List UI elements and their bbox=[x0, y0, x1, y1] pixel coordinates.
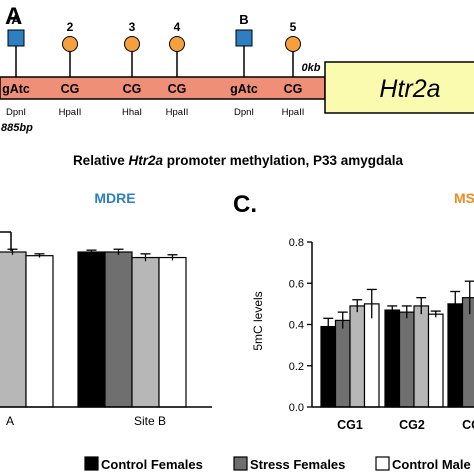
bar bbox=[104, 251, 133, 408]
bar bbox=[447, 303, 464, 408]
legend-label: Stress Females bbox=[250, 457, 345, 472]
msre-y-axis-label: 5mC levels bbox=[251, 291, 265, 350]
site-enzyme: HhaI bbox=[122, 107, 142, 118]
msre-x-tick-label: CG1 bbox=[337, 418, 363, 432]
legend-label: Control Females bbox=[101, 457, 203, 472]
msre-x-tick-label: CG2 bbox=[399, 418, 425, 432]
main-title-gene: Htr2a bbox=[128, 153, 163, 168]
bar bbox=[334, 319, 351, 408]
bar bbox=[320, 325, 337, 408]
bar bbox=[384, 309, 401, 408]
site-circle-marker bbox=[62, 36, 78, 52]
tss-label: 0kb bbox=[302, 62, 321, 74]
gene-label: Htr2a bbox=[379, 75, 440, 103]
site-circle-marker bbox=[169, 36, 185, 52]
site-marker-label: A bbox=[11, 12, 21, 27]
site-marker-label: B bbox=[239, 12, 248, 27]
site-marker-label: 5 bbox=[290, 20, 297, 34]
msre-title: MSRE bbox=[454, 190, 474, 206]
site-enzyme: DpnI bbox=[234, 107, 254, 118]
site-markers: A 2 3 4 B 5 bbox=[7, 12, 301, 77]
bar bbox=[158, 256, 187, 408]
site-sequence: CG bbox=[168, 82, 187, 96]
msre-y-tick-label: 0.6 bbox=[289, 278, 304, 290]
site-circle-marker bbox=[285, 36, 301, 52]
mdre-chart: MDRE A Site B bbox=[0, 190, 212, 428]
bar bbox=[413, 305, 430, 408]
bar bbox=[0, 251, 27, 408]
bar bbox=[131, 256, 160, 408]
bar bbox=[25, 255, 54, 408]
site-enzyme: HpaII bbox=[166, 107, 189, 118]
msre-y-tick-label: 0.0 bbox=[289, 402, 304, 414]
msre-y-axis: 0.0 0.2 0.4 0.6 0.8 bbox=[289, 237, 313, 414]
site-marker-label: 2 bbox=[67, 20, 74, 34]
mdre-x-tick-label: Site B bbox=[134, 414, 166, 428]
bar bbox=[349, 305, 366, 408]
mdre-x-labels: A Site B bbox=[6, 414, 166, 428]
site-marker-label: 3 bbox=[129, 20, 136, 34]
panel-a-letter: A bbox=[5, 3, 22, 30]
left-position-label: 885bp bbox=[1, 122, 33, 134]
msre-x-tick-label: CG3 bbox=[462, 418, 474, 432]
site-square-marker bbox=[7, 29, 25, 47]
legend-swatch bbox=[375, 456, 390, 471]
msre-y-tick-label: 0.8 bbox=[289, 237, 304, 249]
panel-c-letter: C. bbox=[233, 191, 257, 218]
legend-swatch bbox=[84, 456, 99, 471]
site-circle-marker bbox=[124, 36, 140, 52]
gene-box bbox=[324, 61, 474, 114]
main-title-prefix: Relative bbox=[73, 153, 129, 168]
site-square-marker bbox=[235, 29, 253, 47]
msre-x-labels: CG1 CG2 CG3 bbox=[337, 418, 474, 432]
msre-y-tick-label: 0.4 bbox=[289, 320, 304, 332]
site-sequence: gAtc bbox=[2, 82, 30, 96]
promoter-bar bbox=[0, 76, 326, 100]
bar bbox=[461, 297, 474, 408]
site-enzyme: HpaII bbox=[59, 107, 82, 118]
legend: Control Females Stress Females Control Mal… bbox=[84, 456, 471, 472]
site-sequence: CG bbox=[123, 82, 142, 96]
mdre-bars bbox=[0, 248, 187, 408]
bar bbox=[427, 313, 444, 408]
site-enzymes: DpnI HpaII HhaI HpaII DpnI HpaII bbox=[6, 107, 304, 118]
legend-swatch bbox=[233, 456, 248, 471]
site-sequence: gAtc bbox=[230, 82, 258, 96]
bar bbox=[363, 303, 380, 408]
msre-y-tick-label: 0.2 bbox=[289, 361, 304, 373]
mdre-title: MDRE bbox=[94, 190, 135, 206]
site-sequences: gAtc CG CG CG gAtc CG bbox=[2, 82, 302, 96]
legend-label: Control Male bbox=[392, 457, 471, 472]
site-sequence: CG bbox=[284, 82, 303, 96]
site-enzyme: DpnI bbox=[6, 107, 26, 118]
main-title-suffix: promoter methylation, P33 amygdala bbox=[163, 153, 404, 168]
main-title: Relative Htr2a promoter methylation, P33… bbox=[73, 153, 404, 168]
mdre-x-tick-label: A bbox=[6, 414, 14, 428]
site-sequence: CG bbox=[61, 82, 80, 96]
bar bbox=[398, 311, 415, 408]
msre-bars bbox=[320, 280, 474, 408]
site-marker-label: 4 bbox=[174, 20, 181, 34]
site-enzyme: HpaII bbox=[282, 107, 305, 118]
msre-chart: C. MSRE 5mC levels 0.00.20.40.60.8 CG1CG… bbox=[233, 190, 474, 432]
bar bbox=[77, 251, 106, 408]
